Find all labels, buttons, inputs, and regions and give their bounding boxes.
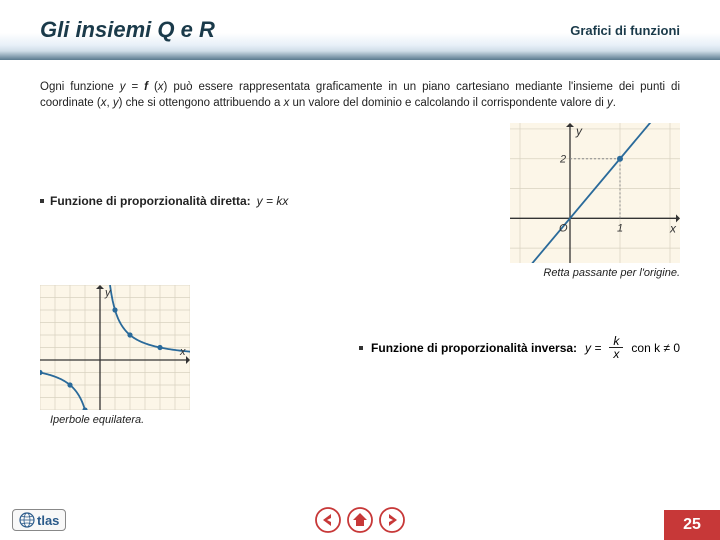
func2-label-line: Funzione di proporzionalità inversa: y =… [359,335,680,360]
row-direct-proportion: Funzione di proporzionalità diretta: y =… [40,123,680,279]
func1-label-line: Funzione di proporzionalità diretta: y =… [40,194,288,208]
nav-home-button[interactable] [347,507,373,533]
chart-inverse-proportion: xy [40,285,190,410]
svg-text:1: 1 [617,222,623,234]
svg-text:y: y [575,124,583,138]
chart-direct-proportion: 2 1 x y O [510,123,680,263]
svg-text:O: O [559,222,568,234]
chart1-container: 2 1 x y O Retta passante per l'origine. [510,123,680,279]
slide-footer: tlas 25 [0,500,720,540]
chart1-caption: Retta passante per l'origine. [510,267,680,279]
intro-paragraph: Ogni funzione y = f (x) può essere rappr… [40,80,680,111]
slide-header: Gli insiemi Q e R Grafici di funzioni [0,0,720,60]
svg-text:x: x [669,221,677,235]
logo-text: tlas [37,513,59,528]
func2-condition: con k ≠ 0 [631,341,680,355]
svg-text:x: x [179,346,186,358]
nav-prev-button[interactable] [315,507,341,533]
svg-text:2: 2 [559,154,566,166]
func1-equation: y = kx [257,194,289,208]
slide-subtitle: Grafici di funzioni [570,23,680,38]
chart2-caption: Iperbole equilatera. [50,414,190,426]
nav-buttons [315,507,405,533]
page-number: 25 [664,510,720,540]
chart2-container: xy Iperbole equilatera. [40,285,190,426]
nav-next-button[interactable] [379,507,405,533]
row-inverse-proportion: xy Iperbole equilatera. Funzione di prop… [40,285,680,426]
bullet-icon [40,199,44,203]
func1-label: Funzione di proporzionalità diretta: [50,194,251,208]
func2-eq-lhs: y = [585,341,601,355]
slide-title: Gli insiemi Q e R [40,17,215,43]
func2-fraction: k x [609,335,623,360]
func2-label: Funzione di proporzionalità inversa: [371,341,577,355]
slide-content: Ogni funzione y = f (x) può essere rappr… [0,60,720,426]
globe-icon [19,512,35,528]
publisher-logo: tlas [12,509,66,531]
bullet-icon [359,346,363,350]
